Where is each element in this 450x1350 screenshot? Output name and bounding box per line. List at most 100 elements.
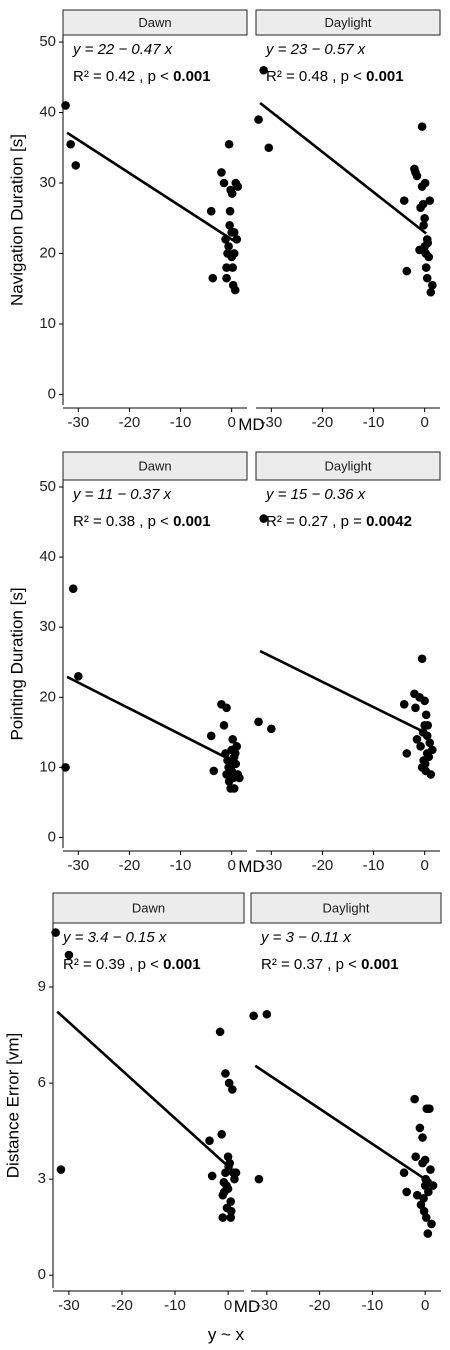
- p-value: 0.001: [361, 956, 399, 973]
- p-prefix: , p =: [332, 513, 366, 530]
- x-tick-label: -10: [363, 857, 385, 874]
- regression-equation: y = 23 − 0.57 x: [265, 41, 366, 58]
- x-tick-label: 0: [227, 857, 235, 874]
- y-tick-label: 0: [48, 828, 56, 845]
- data-point: [415, 1123, 425, 1133]
- facet-strip-label: Daylight: [325, 15, 372, 30]
- chart-rows: Navigation Duration [s]01020304050MDDawn…: [3, 9, 442, 1316]
- data-point: [51, 928, 60, 937]
- y-tick-label: 50: [39, 478, 56, 495]
- facet-strip: [250, 892, 442, 924]
- x-axis-title: MD: [234, 1297, 260, 1316]
- data-point: [226, 1197, 236, 1206]
- x-tick-label: 0: [420, 857, 428, 874]
- formula-footer: y ~ x: [208, 1325, 245, 1344]
- data-point: [426, 1165, 435, 1174]
- x-tick-label: -30: [260, 857, 282, 874]
- r-squared: R² = 0.42: [73, 68, 139, 85]
- y-tick-label: 40: [39, 548, 56, 565]
- y-axis-title: Navigation Duration [s]: [7, 134, 26, 306]
- data-point: [418, 1133, 427, 1142]
- data-point: [207, 1171, 217, 1181]
- data-point: [215, 1027, 225, 1037]
- data-point: [206, 206, 216, 216]
- data-point: [424, 1187, 433, 1197]
- data-point: [417, 122, 427, 131]
- x-tick-label: 0: [420, 414, 428, 431]
- y-tick-label: 30: [39, 618, 56, 635]
- data-point: [412, 171, 422, 181]
- data-point: [71, 161, 81, 170]
- data-point: [428, 280, 437, 290]
- data-point: [224, 1162, 233, 1171]
- facet-strip: [52, 892, 245, 924]
- data-point: [425, 1104, 434, 1114]
- data-point: [56, 1165, 66, 1174]
- r-squared: R² = 0.39: [63, 956, 129, 973]
- regression-stats: R² = 0.38 , p < 0.001: [73, 513, 211, 530]
- data-point: [217, 1130, 227, 1139]
- x-axis-title: MD: [238, 857, 264, 876]
- data-point: [418, 728, 428, 737]
- data-point: [230, 285, 240, 295]
- data-point: [226, 1213, 236, 1222]
- data-point: [411, 1152, 420, 1162]
- data-point: [64, 950, 74, 960]
- p-prefix: , p <: [327, 956, 361, 973]
- x-tick-label: -30: [256, 1297, 278, 1314]
- data-point: [232, 742, 242, 751]
- regression-stats: R² = 0.27 , p = 0.0042: [266, 513, 412, 530]
- data-point: [418, 199, 428, 209]
- data-point: [232, 235, 242, 244]
- r-squared: R² = 0.37: [261, 956, 327, 973]
- regression-stats: R² = 0.37 , p < 0.001: [261, 956, 399, 973]
- data-point: [227, 756, 237, 765]
- data-point: [421, 1174, 430, 1184]
- data-point: [419, 1194, 428, 1203]
- data-point: [61, 763, 70, 772]
- facet-strip: [255, 451, 441, 481]
- data-point: [423, 238, 433, 248]
- y-tick-label: 50: [39, 33, 56, 50]
- data-point: [421, 263, 431, 272]
- facet-strip-label: Daylight: [325, 458, 372, 473]
- data-point: [228, 263, 237, 272]
- data-point: [220, 1187, 229, 1197]
- data-point: [426, 770, 436, 779]
- x-tick-label: -10: [164, 1297, 186, 1314]
- y-tick-label: 3: [38, 1170, 46, 1187]
- panel-dawn: Dawn -30 -20 -10 0 y = 22 − 0.47 x R² = 0.42 ,…: [61, 9, 248, 431]
- data-point: [423, 721, 433, 730]
- data-point: [61, 101, 70, 110]
- data-point: [425, 196, 435, 205]
- data-point: [420, 759, 430, 769]
- data-point: [416, 742, 425, 751]
- data-point: [221, 235, 230, 244]
- data-point: [217, 168, 226, 177]
- p-value: 0.001: [366, 68, 404, 85]
- panel-daylight: Daylight -30 -20 -10 0 y = 3 − 0.11 x R² = 0.3…: [249, 892, 442, 1314]
- data-point: [254, 115, 263, 124]
- y-tick-label: 30: [39, 174, 56, 191]
- regression-equation: y = 11 − 0.37 x: [72, 486, 172, 503]
- data-point: [66, 139, 75, 149]
- regression-line: [259, 649, 427, 735]
- facet-strip: [255, 9, 441, 36]
- x-tick-label: -10: [170, 414, 192, 431]
- x-tick-label: -20: [119, 857, 141, 874]
- data-point: [417, 654, 427, 664]
- p-value: 0.001: [173, 68, 211, 85]
- x-axis-title: MD: [238, 415, 264, 434]
- facet-strip-label: Dawn: [138, 458, 171, 473]
- panel-dawn: Dawn -30 -20 -10 0 y = 3.4 − 0.15 x R² = 0.39 …: [51, 892, 245, 1314]
- x-tick-label: -20: [309, 1297, 331, 1314]
- data-point: [228, 1085, 237, 1094]
- data-point: [254, 717, 263, 727]
- data-point: [225, 220, 234, 230]
- data-point: [224, 1078, 234, 1088]
- data-point: [421, 710, 431, 720]
- data-point: [421, 1213, 431, 1222]
- data-point: [423, 1229, 433, 1238]
- data-point: [227, 189, 237, 198]
- r-squared: R² = 0.27: [266, 513, 332, 530]
